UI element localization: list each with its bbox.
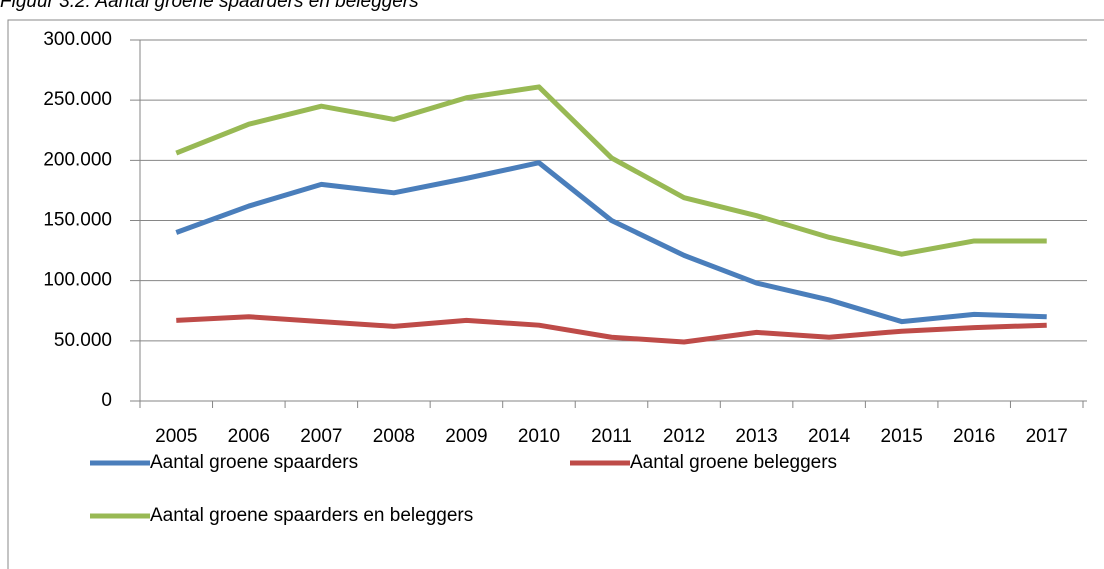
series-line <box>176 314 1047 345</box>
x-tick-label: 2017 <box>1026 426 1068 447</box>
x-tick-label: 2011 <box>591 426 632 447</box>
y-tick-label: 200.000 <box>43 149 112 170</box>
y-tick-label: 150.000 <box>43 210 112 231</box>
y-tick-label: 100.000 <box>43 270 112 291</box>
chart-title: Figuur 3.2: Aantal groene spaarders en b… <box>0 0 419 12</box>
x-tick-label: 2014 <box>808 426 851 447</box>
y-tick-label: 300.000 <box>43 29 112 50</box>
y-tick-label: 0 <box>101 390 112 411</box>
legend-label: Aantal groene spaarders en beleggers <box>150 505 473 526</box>
x-tick-label: 2013 <box>735 426 777 447</box>
legend-label: Aantal groene beleggers <box>630 452 837 473</box>
x-tick-label: 2008 <box>373 426 415 447</box>
legend-label: Aantal groene spaarders <box>150 452 358 473</box>
x-tick-label: 2005 <box>155 426 197 447</box>
y-tick-label: 50.000 <box>54 330 112 351</box>
x-tick-label: 2007 <box>300 426 342 447</box>
x-tick-label: 2012 <box>663 426 705 447</box>
series-line <box>175 160 1047 325</box>
y-tick-label: 250.000 <box>43 89 112 110</box>
x-tick-label: 2010 <box>518 426 560 447</box>
series-line <box>175 84 1047 257</box>
chart-frame <box>7 19 1104 569</box>
x-tick-label: 2016 <box>953 426 995 447</box>
x-tick-label: 2009 <box>445 426 487 447</box>
x-tick-label: 2006 <box>228 426 270 447</box>
x-tick-label: 2015 <box>881 426 923 447</box>
